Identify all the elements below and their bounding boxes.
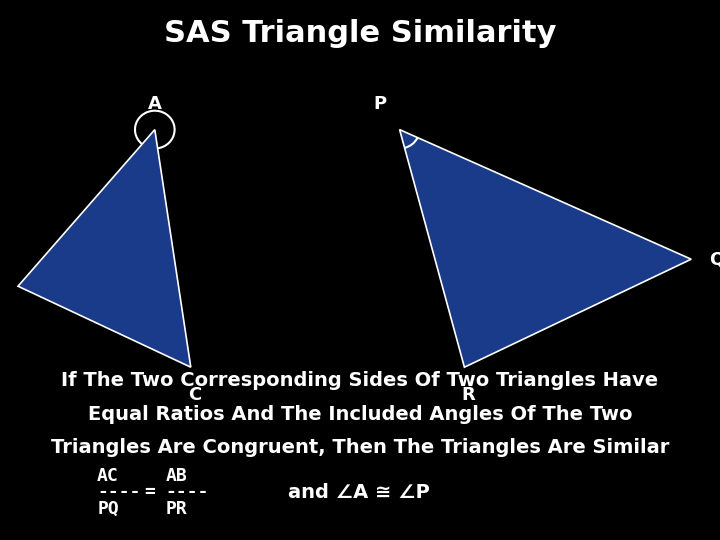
Text: ----: ---- — [166, 483, 209, 502]
Text: Triangles Are Congruent, Then The Triangles Are Similar: Triangles Are Congruent, Then The Triang… — [51, 438, 669, 457]
Text: If The Two Corresponding Sides Of Two Triangles Have: If The Two Corresponding Sides Of Two Tr… — [61, 371, 659, 390]
Text: AB: AB — [166, 467, 187, 485]
Text: and ∠A ≅ ∠P: and ∠A ≅ ∠P — [288, 483, 430, 502]
Polygon shape — [18, 130, 191, 367]
Text: AC: AC — [97, 467, 119, 485]
Text: P: P — [374, 96, 387, 113]
Text: =: = — [144, 483, 155, 502]
Polygon shape — [400, 130, 691, 367]
Text: ----: ---- — [97, 483, 140, 502]
Text: Q: Q — [709, 250, 720, 268]
Text: PQ: PQ — [97, 500, 119, 518]
Text: C: C — [188, 386, 201, 404]
Text: A: A — [148, 96, 162, 113]
Text: PR: PR — [166, 500, 187, 518]
Text: SAS Triangle Similarity: SAS Triangle Similarity — [163, 19, 557, 48]
Text: Equal Ratios And The Included Angles Of The Two: Equal Ratios And The Included Angles Of … — [88, 404, 632, 424]
Text: R: R — [461, 386, 475, 404]
